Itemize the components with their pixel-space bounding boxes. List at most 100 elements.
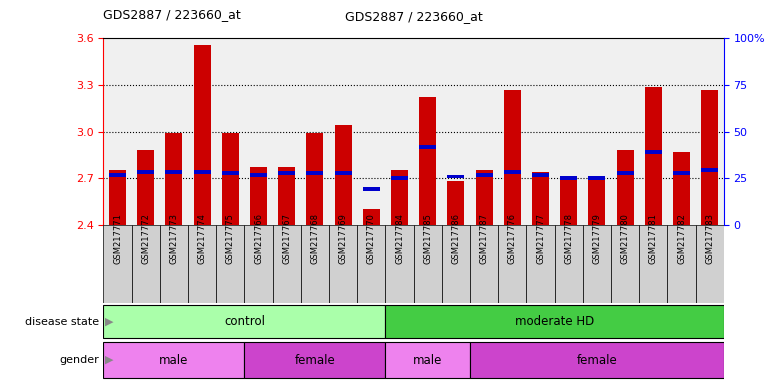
Bar (244, 225, 273, 303)
Bar (583, 225, 611, 303)
Bar (363, 209, 380, 225)
Bar (588, 176, 605, 180)
Bar (132, 225, 160, 303)
Text: GSM217777: GSM217777 (536, 213, 545, 264)
Text: ▶: ▶ (105, 316, 113, 327)
Text: GSM217768: GSM217768 (310, 213, 319, 264)
Text: GSM217781: GSM217781 (649, 213, 658, 264)
Bar (222, 172, 239, 175)
Text: moderate HD: moderate HD (515, 315, 594, 328)
Bar (250, 167, 267, 225)
Bar (329, 225, 357, 303)
Bar (667, 225, 696, 303)
Text: GSM217778: GSM217778 (565, 213, 573, 264)
Bar (504, 89, 521, 225)
Bar (103, 305, 385, 338)
Text: GSM217766: GSM217766 (254, 213, 263, 264)
Text: male: male (159, 354, 188, 366)
Bar (391, 170, 408, 225)
Text: GSM217779: GSM217779 (592, 213, 601, 264)
Bar (617, 150, 633, 225)
Bar (442, 225, 470, 303)
Text: gender: gender (60, 355, 100, 365)
Bar (447, 175, 464, 179)
Text: GDS2887 / 223660_at: GDS2887 / 223660_at (103, 8, 241, 21)
Bar (137, 170, 154, 174)
Bar (702, 89, 719, 225)
Bar (273, 225, 301, 303)
Text: disease state: disease state (25, 316, 100, 327)
Bar (194, 170, 211, 174)
Text: GSM217771: GSM217771 (113, 213, 122, 264)
Bar (137, 150, 154, 225)
Bar (301, 225, 329, 303)
Bar (640, 225, 667, 303)
Text: GSM217776: GSM217776 (508, 213, 517, 264)
Bar (306, 133, 323, 225)
Bar (476, 170, 493, 225)
Text: ▶: ▶ (105, 355, 113, 365)
Bar (476, 173, 493, 177)
Text: GSM217774: GSM217774 (198, 213, 207, 264)
Bar (696, 225, 724, 303)
Bar (560, 176, 578, 180)
Text: GSM217785: GSM217785 (424, 213, 432, 264)
Bar (278, 172, 295, 175)
Text: GSM217775: GSM217775 (226, 213, 235, 264)
Text: female: female (295, 354, 336, 366)
Text: female: female (577, 354, 617, 366)
Bar (555, 225, 583, 303)
Bar (109, 173, 126, 177)
Text: control: control (224, 315, 265, 328)
Bar (498, 225, 526, 303)
Text: GSM217782: GSM217782 (677, 213, 686, 264)
Bar (385, 305, 724, 338)
Bar (673, 172, 690, 175)
Bar (470, 225, 498, 303)
Text: GSM217772: GSM217772 (141, 213, 150, 264)
Text: GSM217786: GSM217786 (451, 213, 460, 264)
Bar (250, 173, 267, 177)
Bar (194, 45, 211, 225)
Bar (617, 172, 633, 175)
Text: GSM217769: GSM217769 (339, 213, 348, 264)
Text: GSM217773: GSM217773 (169, 213, 178, 264)
Bar (526, 225, 555, 303)
Bar (385, 225, 414, 303)
Bar (188, 225, 216, 303)
Bar (504, 170, 521, 174)
Bar (244, 342, 385, 378)
Bar (385, 342, 470, 378)
Bar (335, 125, 352, 225)
Bar (109, 170, 126, 225)
Text: GDS2887 / 223660_at: GDS2887 / 223660_at (345, 10, 483, 23)
Bar (588, 177, 605, 225)
Bar (335, 172, 352, 175)
Bar (165, 133, 182, 225)
Text: GSM217770: GSM217770 (367, 213, 376, 264)
Text: GSM217784: GSM217784 (395, 213, 404, 264)
Text: GSM217767: GSM217767 (282, 213, 291, 264)
Bar (357, 225, 385, 303)
Bar (103, 225, 132, 303)
Bar (702, 168, 719, 172)
Bar (645, 86, 662, 225)
Bar (560, 178, 578, 225)
Bar (222, 133, 239, 225)
Bar (391, 176, 408, 180)
Bar (216, 225, 244, 303)
Bar (419, 145, 436, 149)
Bar (470, 342, 724, 378)
Bar (419, 98, 436, 225)
Bar (414, 225, 442, 303)
Bar (103, 342, 244, 378)
Bar (165, 170, 182, 174)
Text: GSM217783: GSM217783 (705, 213, 714, 264)
Bar (532, 173, 549, 177)
Bar (278, 167, 295, 225)
Text: GSM217787: GSM217787 (480, 213, 489, 264)
Text: male: male (413, 354, 443, 366)
Bar (306, 172, 323, 175)
Bar (160, 225, 188, 303)
Bar (363, 187, 380, 191)
